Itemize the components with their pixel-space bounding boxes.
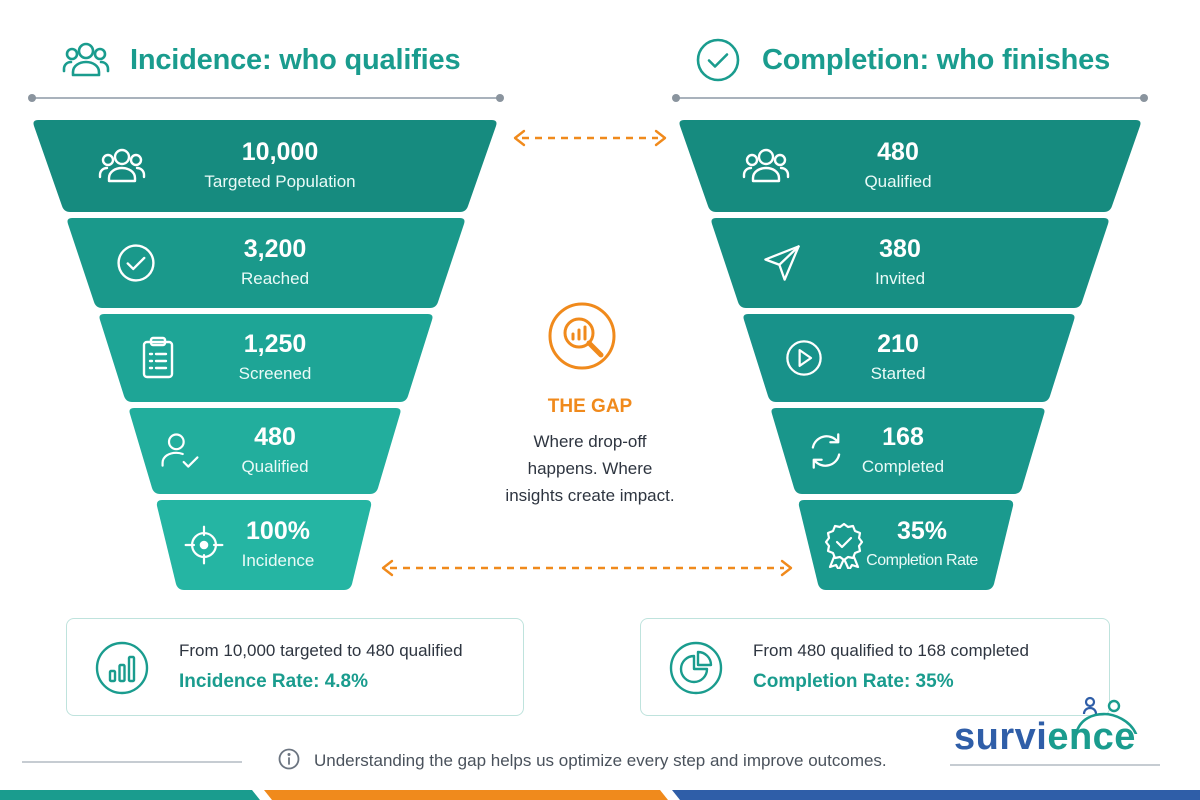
gap-title: THE GAP bbox=[547, 396, 633, 417]
stage-label: Invited bbox=[874, 269, 926, 288]
stage-value: 480 bbox=[877, 138, 919, 166]
stage-label: Completion Rate bbox=[866, 552, 978, 569]
left-stage-3: 1,250 Screened bbox=[98, 314, 434, 402]
gap-description: Where drop-off happens. Where insights c… bbox=[505, 432, 675, 505]
bottom-dashed-arrow bbox=[381, 559, 793, 577]
info-icon bbox=[278, 748, 300, 775]
completion-summary-text: From 480 qualified to 168 completed bbox=[753, 641, 1029, 660]
right-stage-2: 380 Invited bbox=[710, 218, 1110, 308]
survience-logo: survience bbox=[950, 694, 1160, 766]
footer-divider-left bbox=[22, 761, 242, 763]
stage-label: Completed bbox=[861, 457, 945, 476]
right-stage-4: 168 Completed bbox=[770, 408, 1046, 494]
top-dashed-arrow bbox=[513, 129, 667, 147]
footer-note: Understanding the gap helps us optimize … bbox=[278, 748, 887, 774]
badge-icon bbox=[820, 521, 868, 569]
stage-value: 35% bbox=[896, 517, 948, 545]
right-stage-3: 210 Started bbox=[742, 314, 1076, 402]
right-stage-5: 35% Completion Rate bbox=[798, 500, 1014, 590]
incidence-header: Incidence: who qualifies bbox=[62, 30, 461, 90]
stage-label: Started bbox=[870, 364, 926, 383]
left-stage-1: 10,000 Targeted Population bbox=[32, 120, 498, 212]
send-icon bbox=[758, 239, 806, 287]
logo-text-2: ence bbox=[1047, 716, 1136, 758]
check-circle-icon bbox=[112, 239, 160, 287]
stage-value: 1,250 bbox=[243, 330, 307, 358]
completion-summary-card: From 480 qualified to 168 completed Comp… bbox=[640, 618, 1110, 716]
left-divider bbox=[28, 94, 504, 102]
user-check-icon bbox=[156, 427, 204, 475]
bar-chart-icon bbox=[95, 641, 149, 695]
right-stage-1: 480 Qualified bbox=[678, 120, 1142, 212]
magnifier-chart-icon bbox=[544, 298, 624, 378]
incidence-rate: Incidence Rate: 4.8% bbox=[179, 671, 369, 692]
incidence-summary-text: From 10,000 targeted to 480 qualified bbox=[179, 641, 463, 660]
refresh-icon bbox=[802, 427, 850, 475]
incidence-title: Incidence: who qualifies bbox=[130, 43, 461, 76]
footer-text: Understanding the gap helps us optimize … bbox=[314, 751, 887, 770]
stage-label: Qualified bbox=[864, 172, 932, 191]
bottom-color-band bbox=[0, 790, 1200, 800]
target-icon bbox=[180, 521, 228, 569]
stage-value: 100% bbox=[246, 517, 310, 545]
check-circle-icon bbox=[694, 36, 742, 84]
users-icon bbox=[62, 36, 110, 84]
completion-title: Completion: who finishes bbox=[762, 43, 1111, 76]
left-stage-2: 3,200 Reached bbox=[66, 218, 466, 308]
pie-chart-icon bbox=[669, 641, 723, 695]
left-stage-5: 100% Incidence bbox=[156, 500, 372, 590]
users-icon bbox=[742, 142, 790, 190]
logo-people-icon bbox=[1074, 696, 1138, 734]
stage-label: Targeted Population bbox=[204, 172, 356, 191]
stage-label: Incidence bbox=[241, 551, 315, 570]
clipboard-icon bbox=[134, 334, 182, 382]
stage-label: Reached bbox=[240, 269, 310, 288]
completion-rate: Completion Rate: 35% bbox=[753, 671, 954, 692]
stage-value: 3,200 bbox=[243, 235, 307, 263]
stage-value: 210 bbox=[877, 330, 919, 358]
stage-value: 380 bbox=[879, 235, 921, 263]
stage-value: 168 bbox=[882, 423, 924, 451]
logo-text-1: survi bbox=[954, 716, 1048, 758]
left-stage-4: 480 Qualified bbox=[128, 408, 402, 494]
right-divider bbox=[672, 94, 1148, 102]
stage-label: Qualified bbox=[241, 457, 309, 476]
play-icon bbox=[780, 334, 828, 382]
users-icon bbox=[98, 142, 146, 190]
completion-header: Completion: who finishes bbox=[694, 30, 1110, 90]
stage-label: Screened bbox=[238, 364, 312, 383]
stage-value: 480 bbox=[254, 423, 296, 451]
stage-value: 10,000 bbox=[241, 138, 319, 166]
incidence-summary-card: From 10,000 targeted to 480 qualified In… bbox=[66, 618, 524, 716]
